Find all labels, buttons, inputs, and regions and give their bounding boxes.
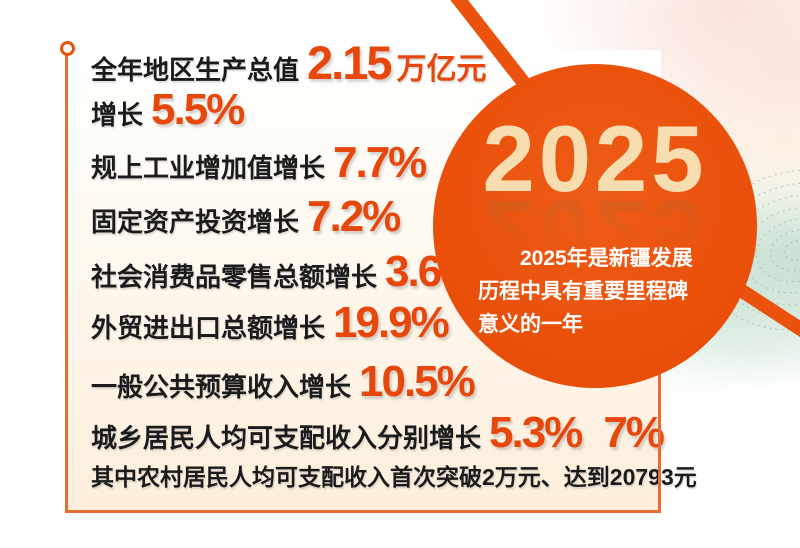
stat-label: 一般公共预算收入增长 (91, 372, 352, 402)
stat-label: 规上工业增加值增长 (91, 153, 326, 183)
year-badge-circle (433, 64, 757, 388)
caption-line-2: 历程中具有重要里程碑 (478, 280, 688, 303)
stat-row-budget: 一般公共预算收入增长 10.5% (91, 357, 476, 406)
stat-row-investment: 固定资产投资增长 7.2% (91, 192, 401, 241)
year-badge-caption: 2025年是新疆发展 历程中具有重要里程碑 意义的一年 (478, 242, 693, 341)
panel-right-border (658, 370, 661, 513)
stat-label: 增长 (91, 100, 144, 130)
stat-value-2: 7% (603, 408, 665, 457)
stat-label: 城乡居民人均可支配收入分别增长 (91, 423, 482, 453)
caption-line-1: 2025年是新疆发展 (520, 247, 693, 270)
stat-row-retail: 社会消费品零售总额增长 3.6% (91, 250, 479, 295)
stat-value: 5.5% (151, 85, 245, 134)
stat-row-gdp-growth: 增长 5.5% (91, 85, 245, 134)
stat-label: 固定资产投资增长 (91, 207, 300, 237)
stat-label: 社会消费品零售总额增长 (91, 262, 378, 292)
stat-label: 全年地区生产总值 (91, 55, 300, 85)
timeline-dot-icon (60, 41, 75, 56)
stat-value: 7.7% (333, 138, 427, 187)
stat-value: 2.15 (307, 36, 392, 89)
stat-row-income: 城乡居民人均可支配收入分别增长 5.3% 7% (91, 408, 665, 457)
caption-line-3: 意义的一年 (478, 313, 583, 336)
year-text: 2025 (482, 106, 708, 211)
stat-value: 10.5% (359, 357, 476, 406)
stat-row-industry: 规上工业增加值增长 7.7% (91, 138, 427, 187)
stat-label: 外贸进出口总额增长 (91, 313, 326, 343)
stat-footnote: 其中农村居民人均可支配收入首次突破2万元、达到20793元 (91, 464, 697, 490)
stat-row-gdp: 全年地区生产总值 2.15 万亿元 (91, 36, 487, 89)
stat-value: 7.2% (307, 192, 401, 241)
stat-unit: 万亿元 (396, 53, 487, 86)
stat-value: 19.9% (333, 298, 450, 347)
stat-value: 5.3% (489, 408, 583, 457)
stat-row-trade: 外贸进出口总额增长 19.9% (91, 298, 450, 347)
